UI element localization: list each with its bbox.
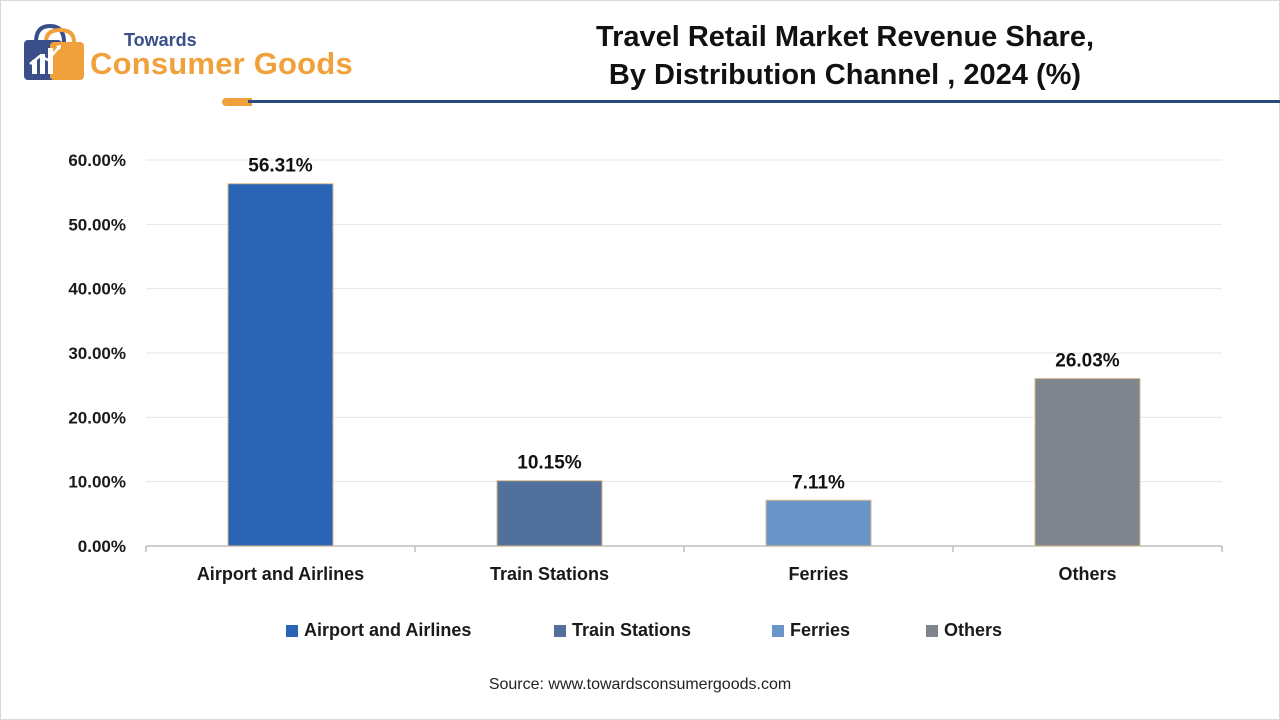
legend-item: Airport and Airlines [286, 620, 471, 641]
legend-swatch [554, 624, 566, 637]
data-label: 7.11% [792, 472, 845, 493]
data-label: 56.31% [248, 156, 313, 177]
chart-title: Travel Retail Market Revenue Share, By D… [520, 18, 1170, 94]
legend-item: Train Stations [554, 620, 691, 641]
y-tick-label: 40.00% [68, 280, 126, 299]
y-tick-label: 30.00% [68, 344, 126, 363]
y-tick-label: 50.00% [68, 215, 126, 234]
data-label: 26.03% [1055, 351, 1120, 372]
bar-2 [496, 480, 603, 547]
chart-title-line-2: By Distribution Channel , 2024 (%) [608, 59, 1082, 91]
bar-4 [1034, 378, 1141, 547]
y-tick-label: 20.00% [68, 408, 126, 427]
logo-tagline: Towards [124, 30, 197, 50]
bar-1 [227, 183, 334, 547]
bar-3 [765, 499, 872, 547]
logo-wordmark: Consumer Goods [90, 46, 353, 81]
title-rule [248, 100, 1280, 103]
legend-swatch [286, 624, 298, 637]
data-label: 10.15% [517, 453, 582, 474]
x-tick-label: Ferries [788, 564, 848, 584]
title-rule-accent [222, 98, 252, 106]
legend-label: Train Stations [572, 620, 692, 640]
legend-label: Airport and Airlines [304, 620, 472, 640]
y-tick-label: 60.00% [68, 151, 126, 170]
source-note: Source: www.towardsconsumergoods.com [488, 676, 792, 693]
legend-label: Ferries [790, 620, 851, 640]
legend-item: Ferries [772, 620, 850, 641]
x-tick-label: Others [1058, 564, 1116, 584]
x-tick-label: Train Stations [490, 564, 609, 584]
legend-swatch [926, 624, 938, 637]
legend-item: Others [926, 620, 1002, 641]
brand-logo: Towards Consumer Goods [20, 20, 370, 90]
x-tick-label: Airport and Airlines [197, 564, 364, 584]
legend-label: Others [944, 620, 1003, 640]
bar-chart: 0.00% 10.00% 20.00% 30.00% 40.00% 50.00% 60.00… [68, 151, 1223, 584]
y-tick-label: 10.00% [68, 473, 126, 492]
shopping-bag-icon [24, 23, 84, 80]
y-tick-label: 0.00% [78, 537, 126, 556]
chart-legend: Airport and Airlines Train Stations Ferrie… [0, 620, 1280, 644]
legend-swatch [772, 624, 784, 637]
chart-title-line-1: Travel Retail Market Revenue Share, [595, 21, 1095, 53]
